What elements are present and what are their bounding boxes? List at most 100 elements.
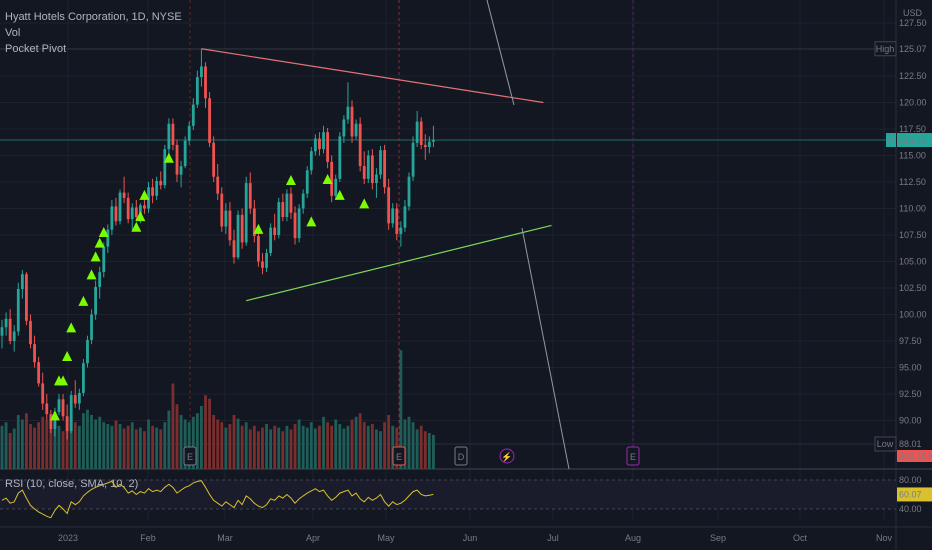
candle-body (346, 106, 350, 120)
volume-bar (25, 413, 28, 469)
rsi-line (1, 480, 434, 519)
time-tick-label: Nov (876, 533, 893, 543)
time-tick-label: May (377, 533, 395, 543)
dividend-marker (454, 446, 468, 466)
volume-bar (261, 427, 264, 469)
candle-body (20, 274, 24, 290)
volume-bar (208, 398, 211, 469)
volume-bar (326, 422, 329, 469)
pocket-pivot-marker (334, 189, 345, 200)
volume-indicator-label[interactable]: Vol (5, 27, 21, 39)
time-tick-label: Aug (625, 533, 641, 543)
candle-body (183, 140, 187, 167)
volume-bar (289, 429, 293, 469)
rsi-indicator-label[interactable]: RSI (10, close, SMA, 10, 2) (5, 478, 139, 490)
event-markers[interactable]: E E D E ⚡ (183, 446, 640, 466)
pocket-pivot-marker (66, 322, 77, 333)
volume-bar (86, 409, 89, 469)
candle-body (415, 121, 419, 143)
candle-body (195, 77, 199, 105)
projection-line (486, 0, 515, 106)
volume-bar (147, 419, 150, 469)
volume-bar (49, 415, 53, 469)
candle-body (407, 176, 411, 207)
volume-bar (82, 413, 85, 469)
rsi-current-badge (897, 487, 932, 502)
volume-bar (134, 429, 138, 469)
volume-bar (90, 415, 93, 469)
candle-body (122, 192, 126, 198)
candle-body (281, 202, 285, 217)
pocket-pivot-marker (90, 251, 101, 262)
volume-bar (387, 415, 391, 469)
candle-body (318, 138, 321, 150)
candle-body (29, 320, 32, 345)
candle-body (49, 414, 53, 429)
pocket-pivot-indicator-label[interactable]: Pocket Pivot (5, 43, 67, 55)
candle-body (423, 144, 427, 148)
candle-body (171, 123, 175, 145)
candle-body (57, 399, 61, 413)
volume-bar (322, 416, 325, 469)
candle-body (220, 193, 224, 227)
price-tick-label: 107.50 (899, 230, 927, 240)
trendlines[interactable] (201, 0, 570, 470)
candle-body (322, 132, 325, 150)
time-axis[interactable]: 2023 Feb Mar Apr May Jun Jul Aug Sep Oct Nov (58, 533, 893, 543)
candle-body (151, 187, 154, 196)
volume-bar (350, 419, 354, 469)
symbol-title[interactable]: Hyatt Hotels Corporation, 1D, NYSE (5, 11, 182, 23)
price-tick-label: 110.00 (899, 204, 926, 214)
volume-bar (4, 422, 8, 469)
candle-body (159, 180, 163, 186)
candle-body (342, 119, 346, 137)
volume-bar (240, 425, 244, 469)
time-tick-label: Oct (793, 533, 808, 543)
volume-bar (269, 429, 273, 469)
current-flag (886, 133, 896, 148)
time-tick-label: Jul (547, 533, 559, 543)
candle-body (224, 210, 228, 227)
volume-bar (212, 415, 216, 469)
volume-bar (313, 428, 317, 469)
candle-body (228, 210, 232, 241)
candle-body (143, 205, 146, 209)
candle-body (4, 318, 8, 328)
pocket-pivot-marker (131, 221, 142, 232)
high-label: High (876, 44, 895, 54)
candle-body (240, 214, 244, 243)
current-flag-label: H (888, 135, 895, 145)
volume-bar (403, 419, 407, 469)
price-tick-label: 100.00 (899, 310, 927, 320)
rsi-band (0, 480, 896, 509)
volume-bar (419, 425, 423, 469)
pocket-pivot-marker (163, 152, 174, 163)
candle-body (12, 331, 16, 341)
volume-bar (200, 406, 203, 469)
candle-body (403, 206, 407, 228)
candle-body (86, 339, 89, 364)
volume-bar (175, 404, 179, 469)
volume-bar (427, 433, 431, 469)
volume-bar (318, 425, 321, 469)
volume-badge (897, 450, 932, 462)
candle-body (33, 344, 36, 363)
volume-bar (151, 425, 154, 469)
volume-bar (354, 416, 358, 469)
price-axis[interactable]: USD127.50125.00122.50120.00117.50115.001… (874, 8, 932, 514)
volume-bar (407, 416, 411, 469)
volume-bars (0, 350, 435, 469)
volume-bar (305, 427, 309, 469)
price-tick-label: 120.00 (899, 98, 927, 108)
rsi-pane[interactable] (0, 479, 896, 519)
volume-bar (118, 424, 122, 469)
volume-bar (301, 425, 305, 469)
volume-bar (432, 434, 435, 469)
currency-label: USD (903, 8, 923, 18)
pocket-pivot-marker (86, 269, 97, 280)
volume-bar (309, 422, 313, 469)
volume-bar (204, 395, 207, 469)
volume-bar (285, 425, 289, 469)
pocket-pivot-marker (306, 216, 317, 227)
